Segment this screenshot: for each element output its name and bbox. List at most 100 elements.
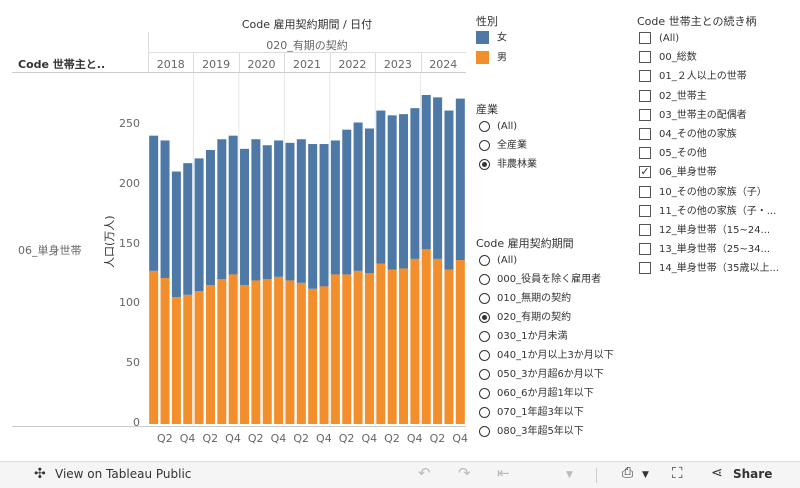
checkbox-checked-icon[interactable]: ✓	[639, 165, 651, 179]
bar-female-2021Q3[interactable]	[308, 144, 318, 289]
radio-icon[interactable]	[479, 406, 490, 418]
bar-female-2022Q2[interactable]	[342, 129, 352, 275]
bar-female-2023Q3[interactable]	[399, 114, 409, 269]
filter-industry-option[interactable]: (All)	[479, 120, 517, 134]
undo-icon[interactable]: ↶	[418, 464, 431, 482]
filter-contract-option[interactable]: 020_有期の契約	[479, 311, 571, 325]
bar-female-2020Q3[interactable]	[262, 145, 272, 280]
bar-female-2020Q2[interactable]	[251, 139, 261, 281]
checkbox-icon[interactable]	[639, 32, 651, 44]
household-filter-option[interactable]: 01_２人以上の世帯	[639, 70, 747, 84]
row-header[interactable]: Code 世帯主と..	[18, 58, 106, 71]
household-filter-option[interactable]: 10_その他の家族（子）	[639, 185, 767, 200]
bar-male-2024Q2[interactable]	[433, 258, 443, 424]
bar-female-2024Q3[interactable]	[444, 110, 454, 270]
filter-industry-option[interactable]: 全産業	[479, 139, 527, 153]
radio-icon[interactable]	[479, 254, 490, 266]
radio-icon[interactable]	[479, 311, 490, 323]
bar-female-2023Q4[interactable]	[410, 108, 420, 259]
share-button[interactable]: Share	[733, 467, 773, 481]
download-dropdown-icon[interactable]: ▼	[642, 470, 649, 480]
household-filter-option[interactable]: 12_単身世帯（15~24...	[639, 224, 770, 238]
bar-male-2023Q4[interactable]	[410, 258, 420, 424]
household-filter-option[interactable]: 14_単身世帯（35歳以上...	[639, 262, 779, 276]
bar-male-2020Q3[interactable]	[262, 279, 272, 424]
bar-female-2021Q2[interactable]	[296, 139, 306, 283]
bar-male-2019Q2[interactable]	[205, 285, 215, 424]
radio-icon[interactable]	[479, 349, 490, 361]
bar-female-2022Q1[interactable]	[330, 140, 340, 275]
bar-male-2021Q1[interactable]	[285, 280, 295, 424]
filter-contract-option[interactable]: 060_6か月超1年以下	[479, 387, 594, 401]
radio-icon[interactable]	[479, 273, 490, 285]
bar-male-2019Q1[interactable]	[194, 291, 204, 424]
legend-item-female[interactable]: 女	[476, 31, 507, 45]
bar-male-2021Q2[interactable]	[296, 282, 306, 424]
bar-female-2019Q1[interactable]	[194, 158, 204, 292]
revert-icon[interactable]: ⇤	[497, 464, 510, 482]
checkbox-icon[interactable]	[639, 89, 651, 102]
bar-male-2019Q4[interactable]	[228, 274, 238, 424]
share-icon[interactable]: ⋖	[711, 465, 723, 481]
bar-female-2024Q1[interactable]	[421, 94, 431, 250]
bar-male-2023Q1[interactable]	[376, 263, 386, 424]
filter-contract-option[interactable]: 010_無期の契約	[479, 292, 571, 306]
bar-male-2024Q1[interactable]	[421, 249, 431, 424]
bar-male-2022Q4[interactable]	[364, 273, 374, 424]
filter-contract-option[interactable]: 080_3年超5年以下	[479, 425, 584, 439]
filter-contract-option[interactable]: 040_1か月以上3か月以下	[479, 349, 614, 363]
household-filter-option[interactable]: (All)	[639, 32, 679, 46]
bar-female-2020Q1[interactable]	[240, 148, 250, 286]
household-filter-option[interactable]: 02_世帯主	[639, 89, 707, 104]
checkbox-icon[interactable]	[639, 51, 651, 64]
bar-male-2020Q2[interactable]	[251, 280, 261, 424]
bar-male-2018Q3[interactable]	[171, 297, 181, 424]
checkbox-icon[interactable]	[639, 185, 651, 198]
filter-contract-option[interactable]: 030_1か月未満	[479, 330, 567, 344]
view-on-tableau-link[interactable]: View on Tableau Public	[55, 467, 192, 481]
household-filter-option[interactable]: 00_総数	[639, 51, 697, 65]
bar-female-2018Q3[interactable]	[171, 171, 181, 298]
bar-male-2023Q2[interactable]	[387, 269, 397, 424]
bar-male-2020Q1[interactable]	[240, 285, 250, 424]
bar-male-2020Q4[interactable]	[274, 276, 284, 424]
filter-contract-option[interactable]: (All)	[479, 254, 517, 268]
bar-male-2023Q3[interactable]	[399, 268, 409, 424]
radio-icon[interactable]	[479, 292, 490, 304]
household-filter-option[interactable]: 03_世帯主の配偶者	[639, 108, 747, 123]
bar-male-2022Q1[interactable]	[330, 274, 340, 424]
bar-male-2022Q2[interactable]	[342, 274, 352, 424]
checkbox-icon[interactable]	[639, 243, 651, 256]
checkbox-icon[interactable]	[639, 147, 651, 160]
bar-male-2021Q3[interactable]	[308, 288, 318, 424]
bar-male-2022Q3[interactable]	[353, 270, 363, 424]
radio-icon[interactable]	[479, 387, 490, 399]
filter-contract-option[interactable]: 000_役員を除く雇用者	[479, 273, 601, 287]
bar-female-2019Q3[interactable]	[217, 139, 227, 280]
radio-icon[interactable]	[479, 330, 490, 342]
filter-industry-option[interactable]: 非農林業	[479, 158, 537, 172]
redo-icon[interactable]: ↷	[458, 464, 471, 482]
bar-male-2024Q4[interactable]	[455, 260, 465, 424]
household-filter-option[interactable]: 05_その他	[639, 147, 707, 161]
bar-female-2022Q3[interactable]	[353, 122, 363, 271]
household-filter-option[interactable]: 04_その他の家族	[639, 128, 737, 142]
filter-contract-option[interactable]: 050_3か月超6か月以下	[479, 368, 604, 382]
filter-contract-option[interactable]: 070_1年超3年以下	[479, 406, 584, 420]
legend-item-male[interactable]: 男	[476, 51, 507, 65]
bar-male-2018Q2[interactable]	[160, 278, 170, 424]
bar-female-2023Q2[interactable]	[387, 115, 397, 270]
bar-female-2024Q4[interactable]	[455, 98, 465, 261]
bar-male-2018Q4[interactable]	[183, 294, 193, 424]
revert-dropdown-icon[interactable]: ▼	[566, 470, 573, 480]
household-filter-option[interactable]: ✓ 06_単身世帯	[639, 166, 717, 180]
bar-female-2021Q1[interactable]	[285, 142, 295, 281]
checkbox-icon[interactable]	[639, 128, 651, 140]
radio-icon[interactable]	[479, 158, 490, 170]
checkbox-icon[interactable]	[639, 204, 651, 217]
bar-female-2021Q4[interactable]	[319, 144, 329, 287]
household-filter-option[interactable]: 11_その他の家族（子・...	[639, 204, 776, 219]
bar-male-2021Q4[interactable]	[319, 286, 329, 424]
bar-female-2018Q4[interactable]	[183, 163, 193, 295]
bar-female-2018Q2[interactable]	[160, 140, 170, 279]
